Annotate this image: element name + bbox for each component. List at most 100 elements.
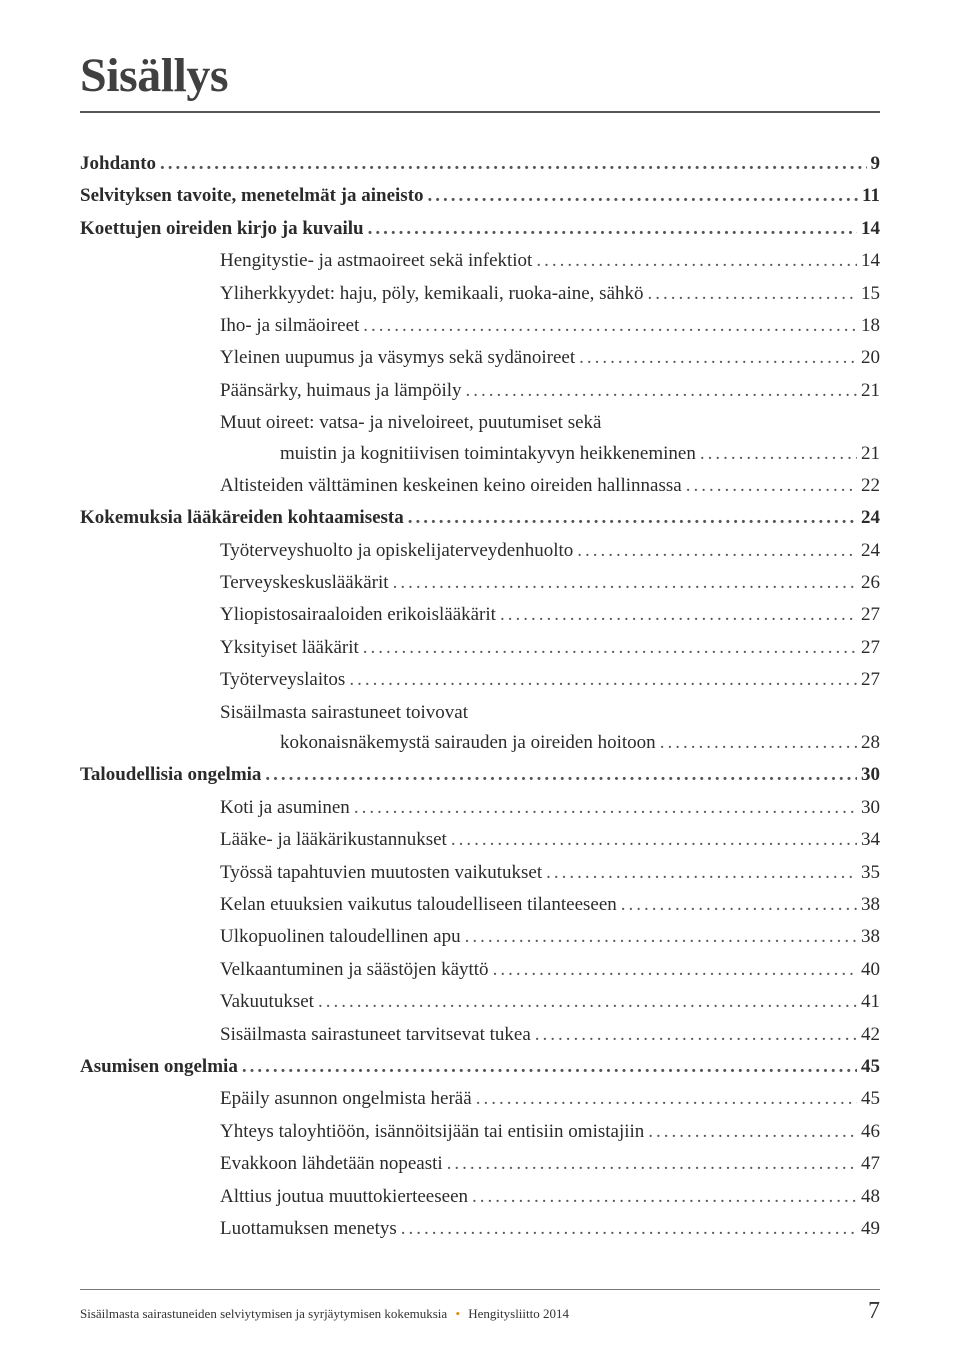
toc-entry-page: 42 xyxy=(861,1020,880,1050)
toc-entry: Työterveyshuolto ja opiskelijaterveydenh… xyxy=(80,536,880,566)
toc-leader-dots: ........................................… xyxy=(546,858,857,888)
toc-entry-page: 30 xyxy=(861,760,880,790)
toc-entry-page: 35 xyxy=(861,858,880,888)
toc-entry: Selvityksen tavoite, menetelmät ja ainei… xyxy=(80,181,880,211)
toc-entry: Luottamuksen menetys....................… xyxy=(80,1214,880,1244)
page-number: 7 xyxy=(868,1298,880,1325)
toc-leader-dots: ........................................… xyxy=(648,279,857,309)
toc-entry-label: Kelan etuuksien vaikutus taloudelliseen … xyxy=(220,890,617,920)
toc-entry-label: muistin ja kognitiivisen toimintakyvyn h… xyxy=(280,439,696,469)
footer-bullet-icon: • xyxy=(452,1306,463,1321)
toc-entry: Työssä tapahtuvien muutosten vaikutukset… xyxy=(80,858,880,888)
toc-entry: Päänsärky, huimaus ja lämpöily..........… xyxy=(80,376,880,406)
toc-leader-dots: ........................................… xyxy=(648,1117,857,1147)
toc-leader-dots: ........................................… xyxy=(535,1020,857,1050)
toc-entry-page: 21 xyxy=(861,439,880,469)
toc-entry-label: Kokemuksia lääkäreiden kohtaamisesta xyxy=(80,503,404,533)
toc-entry-label: Päänsärky, huimaus ja lämpöily xyxy=(220,376,462,406)
toc-entry-page: 22 xyxy=(861,471,880,501)
toc-leader-dots: ........................................… xyxy=(363,311,857,341)
toc-leader-dots: ........................................… xyxy=(579,343,857,373)
toc-entry-label: Sisäilmasta sairastuneet toivovat xyxy=(220,698,468,728)
toc-entry: Lääke- ja lääkärikustannukset...........… xyxy=(80,825,880,855)
toc-entry-page: 46 xyxy=(861,1117,880,1147)
toc-entry: Sisäilmasta sairastuneet toivovat xyxy=(80,698,880,728)
toc-leader-dots: ........................................… xyxy=(536,246,857,276)
toc-entry: Vakuutukset.............................… xyxy=(80,987,880,1017)
toc-entry-page: 38 xyxy=(861,890,880,920)
toc-entry-page: 27 xyxy=(861,633,880,663)
toc-entry-page: 24 xyxy=(861,536,880,566)
toc-leader-dots: ........................................… xyxy=(465,922,857,952)
toc-entry: Sisäilmasta sairastuneet tarvitsevat tuk… xyxy=(80,1020,880,1050)
toc-entry-page: 14 xyxy=(861,246,880,276)
toc-entry-label: Työssä tapahtuvien muutosten vaikutukset xyxy=(220,858,542,888)
toc-entry: Koettujen oireiden kirjo ja kuvailu.....… xyxy=(80,214,880,244)
toc-entry: muistin ja kognitiivisen toimintakyvyn h… xyxy=(80,439,880,469)
toc-leader-dots: ........................................… xyxy=(466,376,858,406)
toc-leader-dots: ........................................… xyxy=(686,471,857,501)
toc-leader-dots: ........................................… xyxy=(577,536,857,566)
toc-leader-dots: ........................................… xyxy=(242,1052,857,1082)
toc-entry: Hengitystie- ja astmaoireet sekä infekti… xyxy=(80,246,880,276)
toc-entry: Iho- ja silmäoireet.....................… xyxy=(80,311,880,341)
toc-entry-page: 40 xyxy=(861,955,880,985)
toc-entry-label: Evakkoon lähdetään nopeasti xyxy=(220,1149,443,1179)
toc-entry-page: 26 xyxy=(861,568,880,598)
toc-entry-label: Iho- ja silmäoireet xyxy=(220,311,359,341)
toc-entry-page: 45 xyxy=(861,1052,880,1082)
toc-entry: Yksityiset lääkärit.....................… xyxy=(80,633,880,663)
toc-entry-label: Yksityiset lääkärit xyxy=(220,633,359,663)
toc-entry-label: Sisäilmasta sairastuneet tarvitsevat tuk… xyxy=(220,1020,531,1050)
toc-entry: Yleinen uupumus ja väsymys sekä sydänoir… xyxy=(80,343,880,373)
toc-entry-label: Velkaantuminen ja säästöjen käyttö xyxy=(220,955,489,985)
toc-entry-page: 9 xyxy=(871,149,881,179)
toc-entry-page: 28 xyxy=(861,728,880,758)
toc-leader-dots: ........................................… xyxy=(408,503,857,533)
toc-entry-label: Altisteiden välttäminen keskeinen keino … xyxy=(220,471,682,501)
toc-entry: Terveyskeskuslääkärit...................… xyxy=(80,568,880,598)
toc-leader-dots: ........................................… xyxy=(368,214,857,244)
toc-entry-label: Taloudellisia ongelmia xyxy=(80,760,261,790)
toc-entry-label: Yleinen uupumus ja väsymys sekä sydänoir… xyxy=(220,343,575,373)
toc-entry: Johdanto................................… xyxy=(80,149,880,179)
toc-leader-dots: ........................................… xyxy=(393,568,857,598)
toc-entry-label: Selvityksen tavoite, menetelmät ja ainei… xyxy=(80,181,424,211)
toc-leader-dots: ........................................… xyxy=(318,987,857,1017)
toc-entry-label: Muut oireet: vatsa- ja niveloireet, puut… xyxy=(220,408,601,438)
toc-leader-dots: ........................................… xyxy=(160,149,866,179)
toc-entry-page: 47 xyxy=(861,1149,880,1179)
toc-entry-label: Epäily asunnon ongelmista herää xyxy=(220,1084,472,1114)
toc-entry: Epäily asunnon ongelmista herää.........… xyxy=(80,1084,880,1114)
toc-leader-dots: ........................................… xyxy=(660,728,857,758)
toc-entry-label: Hengitystie- ja astmaoireet sekä infekti… xyxy=(220,246,532,276)
toc-entry-page: 18 xyxy=(861,311,880,341)
toc-entry: Työterveyslaitos........................… xyxy=(80,665,880,695)
toc-entry-page: 30 xyxy=(861,793,880,823)
toc-entry: Yliherkkyydet: haju, pöly, kemikaali, ru… xyxy=(80,279,880,309)
toc-leader-dots: ........................................… xyxy=(493,955,857,985)
toc-entry: Alttius joutua muuttokierteeseen........… xyxy=(80,1182,880,1212)
toc-leader-dots: ........................................… xyxy=(428,181,859,211)
toc-entry-page: 27 xyxy=(861,665,880,695)
toc-leader-dots: ........................................… xyxy=(621,890,857,920)
toc-entry-label: Terveyskeskuslääkärit xyxy=(220,568,389,598)
toc-entry-page: 21 xyxy=(861,376,880,406)
toc-entry: Yhteys taloyhtiöön, isännöitsijään tai e… xyxy=(80,1117,880,1147)
toc-leader-dots: ........................................… xyxy=(451,825,857,855)
toc-entry-label: Työterveyslaitos xyxy=(220,665,345,695)
toc-entry-label: Asumisen ongelmia xyxy=(80,1052,238,1082)
toc-entry-page: 38 xyxy=(861,922,880,952)
footer-text-right: Hengitysliitto 2014 xyxy=(468,1306,569,1321)
toc-entry-label: Yliherkkyydet: haju, pöly, kemikaali, ru… xyxy=(220,279,644,309)
toc-entry: Velkaantuminen ja säästöjen käyttö......… xyxy=(80,955,880,985)
page-footer: Sisäilmasta sairastuneiden selviytymisen… xyxy=(80,1289,880,1325)
toc-leader-dots: ........................................… xyxy=(447,1149,857,1179)
toc-entry-page: 14 xyxy=(861,214,880,244)
toc-leader-dots: ........................................… xyxy=(349,665,857,695)
page-title: Sisällys xyxy=(80,48,880,103)
toc-leader-dots: ........................................… xyxy=(700,439,857,469)
toc-entry: Kokemuksia lääkäreiden kohtaamisesta....… xyxy=(80,503,880,533)
toc-leader-dots: ........................................… xyxy=(265,760,857,790)
toc-entry-page: 34 xyxy=(861,825,880,855)
